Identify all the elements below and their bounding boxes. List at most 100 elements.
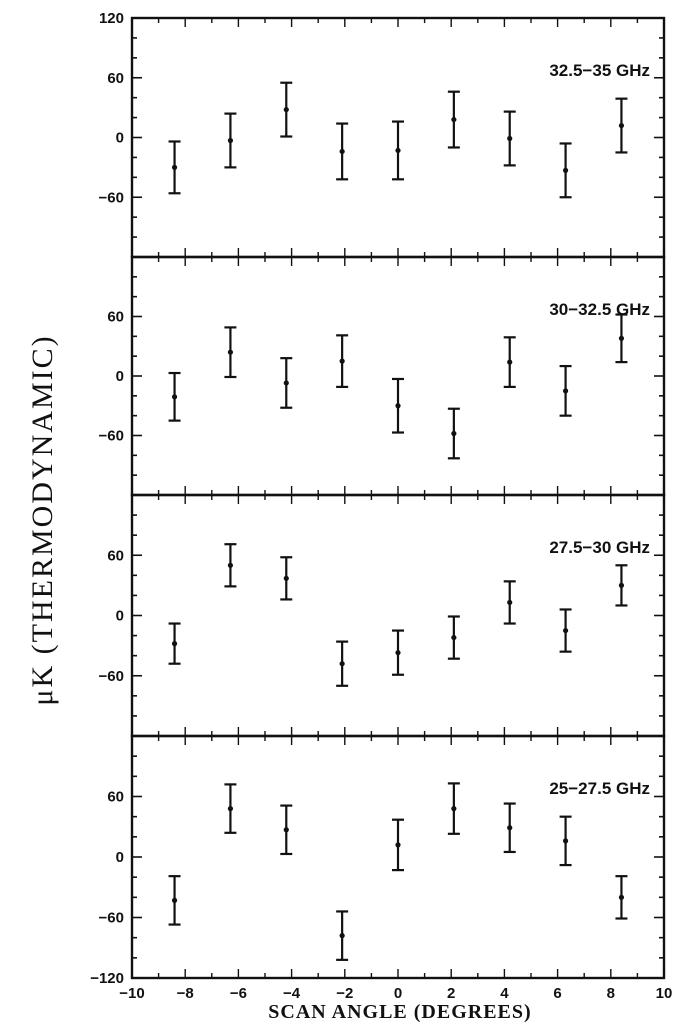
data-point	[227, 562, 234, 568]
error-bar-point	[615, 875, 628, 920]
data-point	[171, 394, 178, 400]
error-bar-point	[559, 364, 572, 417]
data-point	[562, 838, 569, 844]
error-bar-point	[336, 640, 349, 687]
y-tick-label: 0	[116, 608, 124, 625]
data-point	[283, 575, 289, 581]
data-point	[618, 894, 625, 900]
data-point	[618, 582, 625, 588]
y-tick-label: 60	[107, 547, 124, 564]
x-tick-label: 0	[394, 985, 402, 1002]
data-point	[395, 842, 401, 848]
panel-frame	[130, 255, 666, 497]
panels-group: 120 60 0 −60 32.5−35 GHz 60 0 −60 30−32.5 GHz 60 0…	[90, 10, 666, 987]
error-bar-point	[559, 142, 572, 199]
y-tick-label: 60	[107, 70, 124, 87]
data-point	[227, 137, 234, 144]
data-point	[339, 661, 345, 667]
data-point	[451, 430, 457, 437]
error-bar-point	[280, 556, 293, 601]
data-point	[395, 147, 401, 154]
x-tick-label: −10	[119, 985, 144, 1002]
data-point	[395, 403, 401, 409]
data-point	[283, 107, 289, 113]
data-point	[227, 806, 234, 812]
data-point	[507, 135, 513, 142]
error-bar-point	[615, 97, 628, 154]
error-bar-point	[224, 112, 237, 169]
y-tick-label: −60	[99, 910, 124, 927]
data-point	[227, 349, 234, 355]
error-bar-point	[392, 629, 404, 676]
data-point	[395, 650, 401, 656]
data-point	[562, 167, 569, 173]
x-tick-label: −2	[336, 985, 353, 1002]
data-point	[339, 933, 345, 939]
error-bar-point	[392, 120, 404, 181]
error-bar-point	[168, 875, 181, 926]
panel-4: 60 0 −60 −120 25−27.5 GHz	[90, 734, 666, 987]
y-tick-label: 0	[116, 849, 124, 866]
error-bar-point	[336, 334, 349, 389]
error-bar-point	[168, 622, 181, 665]
y-axis-title: μK (THERMODYNAMIC)	[26, 334, 59, 705]
data-point	[451, 806, 457, 812]
data-point	[562, 388, 569, 394]
error-bar-point	[280, 357, 293, 409]
x-tick-label: 10	[656, 985, 673, 1002]
error-bar-point	[224, 783, 237, 834]
error-bar-point	[447, 90, 460, 149]
error-bar-point	[336, 910, 349, 961]
panel-frame	[130, 493, 666, 738]
x-tick-label: 8	[607, 985, 615, 1002]
error-bar-point	[280, 804, 293, 856]
error-bar-point	[503, 110, 516, 167]
y-tick-label: 120	[99, 10, 124, 27]
error-bar-point	[559, 608, 572, 653]
x-tick-label: −4	[283, 985, 301, 1002]
data-point	[507, 359, 513, 365]
x-axis: −10 −8 −6 −4 −2 0 2 4 6 8 10	[119, 985, 672, 1002]
error-bar-point	[280, 81, 293, 138]
panel-label: 32.5−35 GHz	[549, 61, 650, 80]
panel-label: 30−32.5 GHz	[549, 300, 650, 319]
y-tick-label: −120	[90, 970, 124, 987]
x-tick-label: 4	[500, 985, 509, 1002]
data-point	[171, 897, 178, 903]
y-tick-label: 0	[116, 130, 124, 147]
data-point	[562, 627, 569, 634]
error-bar-point	[392, 377, 404, 434]
data-point	[618, 122, 625, 129]
error-bar-point	[168, 371, 181, 422]
error-bar-point	[615, 313, 628, 364]
error-bar-point	[224, 543, 237, 588]
error-bar-point	[503, 336, 516, 389]
data-point	[618, 335, 625, 341]
panel-label: 25−27.5 GHz	[549, 779, 650, 798]
panel-3: 60 0 −60 27.5−30 GHz	[99, 493, 666, 738]
error-bar-point	[336, 122, 349, 181]
y-tick-label: −60	[99, 428, 124, 445]
error-bar-point	[447, 782, 460, 835]
data-point	[171, 641, 178, 647]
y-tick-label: 60	[107, 789, 124, 806]
x-tick-label: −8	[177, 985, 194, 1002]
y-tick-label: −60	[99, 668, 124, 685]
data-point	[507, 825, 513, 831]
data-point	[339, 148, 345, 155]
data-point	[283, 380, 289, 386]
data-point	[507, 599, 513, 606]
data-point	[171, 164, 178, 170]
data-point	[283, 827, 289, 833]
error-bar-point	[392, 818, 404, 872]
y-tick-label: −60	[99, 189, 124, 206]
x-tick-label: 2	[447, 985, 455, 1002]
error-bar-point	[503, 802, 516, 854]
y-tick-label: 60	[107, 309, 124, 326]
panel-2: 60 0 −60 30−32.5 GHz	[99, 255, 666, 497]
error-bar-point	[168, 140, 181, 195]
data-point	[451, 634, 457, 641]
x-tick-label: −6	[230, 985, 247, 1002]
error-bar-point	[503, 580, 516, 625]
